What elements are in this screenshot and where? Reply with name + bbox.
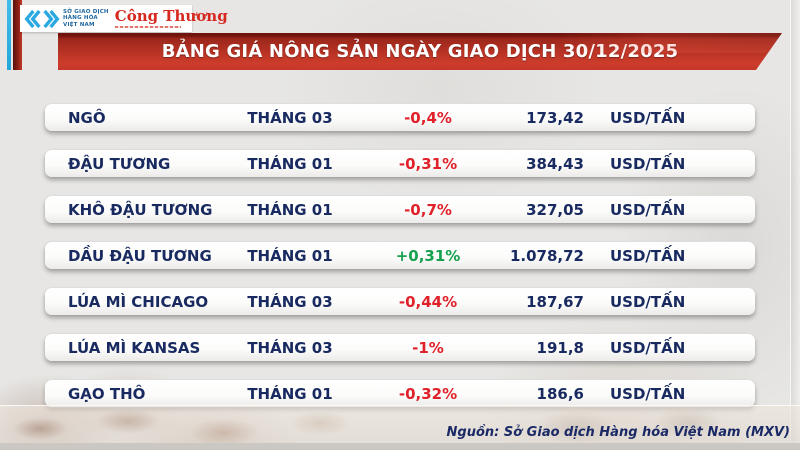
price-value: 186,6 [536, 384, 584, 403]
right-edge-shade [790, 0, 800, 450]
contract-month: THÁNG 03 [247, 292, 333, 311]
price-value: 187,67 [526, 292, 584, 311]
change-percent: -0,7% [404, 200, 452, 219]
price-table: NGÔ THÁNG 03 -0,4% 173,42 USD/TẤN ĐẬU TƯ… [45, 104, 755, 407]
change-percent: -0,31% [398, 154, 458, 173]
table-row: ĐẬU TƯƠNG THÁNG 01 -0,31% 384,43 USD/TẤN [45, 150, 755, 177]
table-row: DẦU ĐẬU TƯƠNG THÁNG 01 +0,31% 1.078,72 U… [45, 242, 755, 269]
commodity-name: DẦU ĐẬU TƯƠNG [68, 246, 212, 265]
contract-month: THÁNG 01 [247, 384, 333, 403]
price-value: 327,05 [526, 200, 584, 219]
commodity-name: GẠO THÔ [68, 384, 146, 403]
contract-month: THÁNG 01 [247, 154, 333, 173]
congthuong-wordmark: Công Thương [114, 7, 228, 25]
table-row: GẠO THÔ THÁNG 01 -0,32% 186,6 USD/TẤN [45, 380, 755, 407]
price-unit: USD/TẤN [610, 292, 686, 311]
contract-month: THÁNG 01 [247, 200, 333, 219]
footer-band: Nguồn: Sở Giao dịch Hàng hóa Việt Nam (M… [0, 405, 800, 445]
price-value: 173,42 [526, 108, 584, 127]
table-row: LÚA MÌ CHICAGO THÁNG 03 -0,44% 187,67 US… [45, 288, 755, 315]
price-unit: USD/TẤN [610, 200, 686, 219]
contract-month: THÁNG 03 [247, 108, 333, 127]
change-percent: +0,31% [395, 246, 461, 265]
left-accent-stripe-maroon [13, 0, 22, 70]
title-banner: BẢNG GIÁ NÔNG SẢN NGÀY GIAO DỊCH 30/12/2… [58, 33, 782, 70]
table-row: NGÔ THÁNG 03 -0,4% 173,42 USD/TẤN [45, 104, 755, 131]
change-percent: -0,4% [404, 108, 452, 127]
price-value: 1.078,72 [509, 246, 584, 265]
source-note: Nguồn: Sở Giao dịch Hàng hóa Việt Nam (M… [446, 425, 790, 440]
contract-month: THÁNG 01 [247, 246, 333, 265]
mxv-org-name: SỞ GIAO DỊCH HÀNG HÓA VIỆT NAM [63, 9, 109, 29]
table-row: KHÔ ĐẬU TƯƠNG THÁNG 01 -0,7% 327,05 USD/… [45, 196, 755, 223]
congthuong-logo: Công Thương [114, 7, 228, 28]
price-unit: USD/TẤN [610, 384, 686, 403]
price-value: 384,43 [526, 154, 584, 173]
commodity-name: LÚA MÌ KANSAS [68, 338, 201, 357]
mxv-org-line-2: HÀNG HÓA [63, 15, 98, 22]
price-value: 191,8 [536, 338, 584, 357]
mxv-chevron-logo-icon [24, 9, 60, 28]
price-unit: USD/TẤN [610, 338, 686, 357]
price-unit: USD/TẤN [610, 154, 686, 173]
footer-photo-texture [0, 406, 800, 444]
commodity-name: LÚA MÌ CHICAGO [68, 292, 209, 311]
change-percent: -1% [412, 338, 444, 357]
change-percent: -0,44% [398, 292, 458, 311]
logo-plate: SỞ GIAO DỊCH HÀNG HÓA VIỆT NAM Công Thươ… [20, 5, 228, 32]
commodity-name: NGÔ [68, 108, 106, 127]
commodity-name: ĐẬU TƯƠNG [68, 154, 171, 173]
mxv-org-line-3: VIỆT NAM [63, 21, 95, 28]
price-unit: USD/TẤN [610, 246, 686, 265]
mxv-org-line-1: SỞ GIAO DỊCH [63, 8, 109, 15]
table-row: LÚA MÌ KANSAS THÁNG 03 -1% 191,8 USD/TẤN [45, 334, 755, 361]
page-title: BẢNG GIÁ NÔNG SẢN NGÀY GIAO DỊCH 30/12/2… [161, 41, 679, 62]
change-percent: -0,32% [398, 384, 458, 403]
congthuong-tagline-strip [114, 26, 181, 28]
bottom-edge-strip [0, 443, 800, 450]
commodity-name: KHÔ ĐẬU TƯƠNG [68, 200, 213, 219]
contract-month: THÁNG 03 [247, 338, 333, 357]
price-unit: USD/TẤN [610, 108, 686, 127]
left-accent-stripe-cyan [7, 0, 11, 70]
